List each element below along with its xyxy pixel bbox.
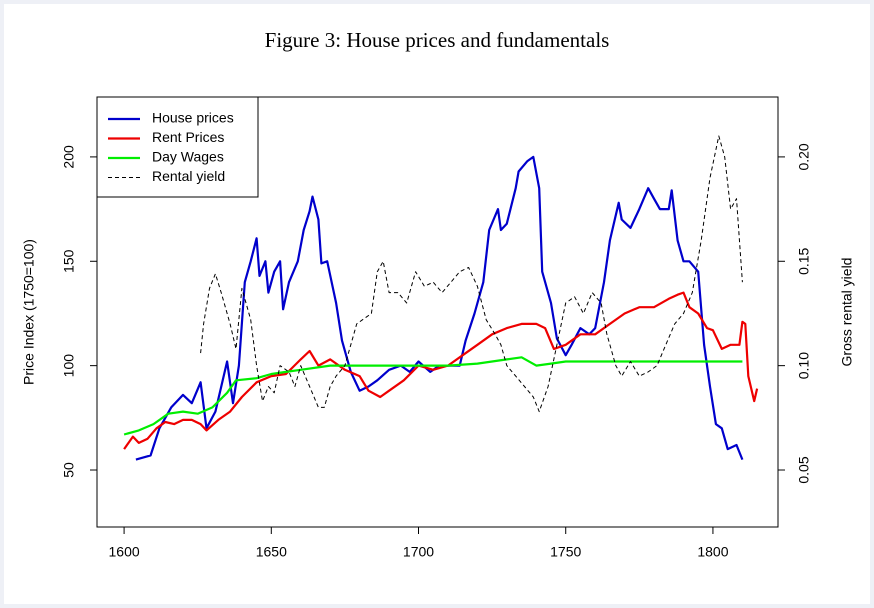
y2-tick-label: 0.10 <box>796 352 812 379</box>
line-series <box>123 356 743 436</box>
y-tick-label: 200 <box>61 145 77 169</box>
y-axis-label: Price Index (1750=100) <box>21 239 37 385</box>
legend-box <box>96 96 259 198</box>
y2-axis-label: Gross rental yield <box>839 258 855 367</box>
y2-tick-label: 0.15 <box>796 247 812 274</box>
frame: Figure 3: House prices and fundamentals … <box>4 4 870 604</box>
y2-tick-label: 0.05 <box>796 456 812 483</box>
legend-label: Day Wages <box>152 149 224 165</box>
legend-label: Rental yield <box>152 168 225 184</box>
line-series <box>123 291 759 450</box>
x-tick-label: 1800 <box>697 544 728 560</box>
x-tick-label: 1600 <box>109 544 140 560</box>
chart: Figure 3: House prices and fundamentals … <box>21 28 855 560</box>
plot-frame <box>96 96 779 528</box>
legend-label: House prices <box>152 110 234 126</box>
y-tick-label: 150 <box>61 249 77 273</box>
x-tick-label: 1650 <box>256 544 287 560</box>
chart-title: Figure 3: House prices and fundamentals <box>265 28 610 52</box>
x-tick-label: 1700 <box>403 544 434 560</box>
y-tick-label: 100 <box>61 354 77 378</box>
y-tick-label: 50 <box>61 462 77 478</box>
x-tick-label: 1750 <box>550 544 581 560</box>
line-series <box>200 135 743 413</box>
y2-tick-label: 0.20 <box>796 143 812 170</box>
legend-label: Rent Prices <box>152 129 224 145</box>
